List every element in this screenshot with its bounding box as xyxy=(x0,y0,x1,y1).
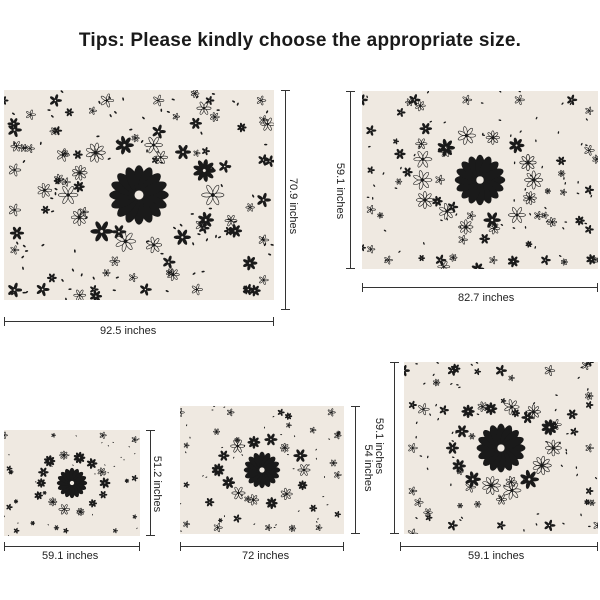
width-label-3: 59.1 inches xyxy=(42,550,99,562)
width-dimension-line-2 xyxy=(362,283,598,292)
height-dimension-line-2 xyxy=(346,91,355,269)
floral-pattern xyxy=(404,362,598,534)
width-label-2: 82.7 inches xyxy=(458,292,515,304)
height-label-5: 59.1 inches xyxy=(373,417,385,475)
width-label-4: 72 inches xyxy=(242,550,290,562)
width-dimension-line-4 xyxy=(180,542,344,551)
height-dimension-line-5 xyxy=(390,362,399,534)
tapestry-image-5 xyxy=(404,362,598,534)
height-dimension-line-4 xyxy=(351,406,360,534)
tapestry-image-2 xyxy=(362,91,598,269)
page-title: Tips: Please kindly choose the appropria… xyxy=(78,30,522,51)
width-label-1: 92.5 inches xyxy=(100,325,157,337)
width-dimension-line-3 xyxy=(4,542,140,551)
floral-pattern xyxy=(4,431,140,536)
floral-pattern xyxy=(180,406,342,533)
floral-pattern xyxy=(4,90,274,300)
height-dimension-line-1 xyxy=(281,90,290,310)
height-label-3: 51.2 inches xyxy=(151,455,163,513)
height-label-2: 59.1 inches xyxy=(334,162,346,220)
tapestry-image-4 xyxy=(180,406,344,534)
tapestry-image-3 xyxy=(4,430,140,536)
height-dimension-line-3 xyxy=(146,430,155,536)
width-dimension-line-5 xyxy=(400,542,598,551)
floral-pattern xyxy=(362,91,598,269)
height-label-1: 70.9 inches xyxy=(287,177,299,235)
width-label-5: 59.1 inches xyxy=(468,550,525,562)
tapestry-image-1 xyxy=(4,90,274,300)
width-dimension-line-1 xyxy=(4,317,274,326)
